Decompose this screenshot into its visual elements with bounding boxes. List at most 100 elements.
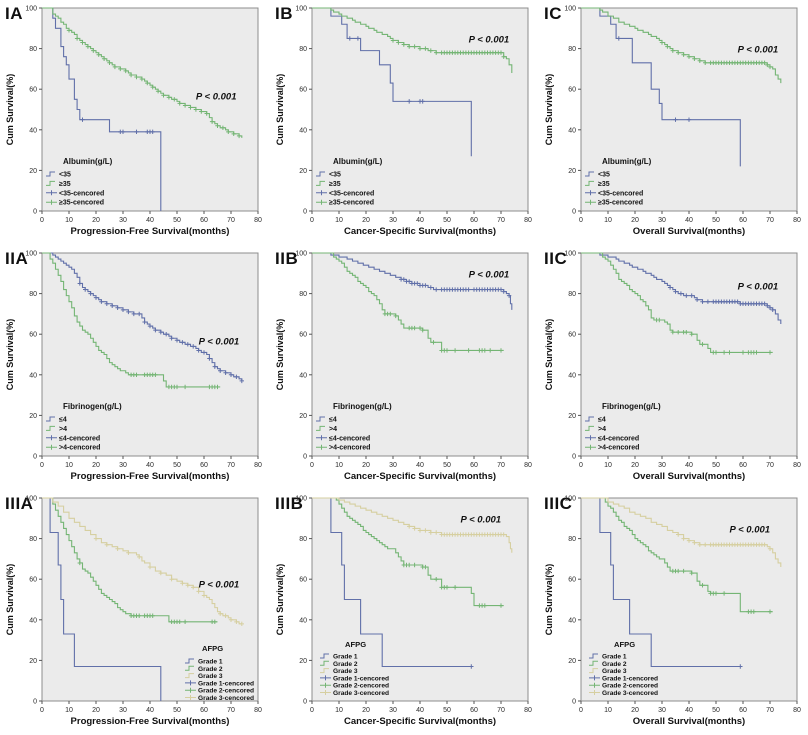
km-curve-blue: [312, 497, 472, 668]
censor-mark: [177, 619, 182, 625]
x-tick-label: 50: [443, 462, 451, 469]
km-panel: IC 0 20 40 60 80 100 0 10 20 30 40 50 60 70 80 Overall …: [539, 0, 808, 245]
legend-censor-marker: [46, 199, 57, 205]
legend-entry-label: Grade 1-cencored: [602, 675, 658, 682]
censor-mark: [676, 50, 681, 55]
y-tick-label: 60: [568, 87, 576, 94]
censor-mark: [134, 74, 139, 80]
y-tick-label: 40: [568, 127, 576, 134]
legend-step-marker: [46, 180, 55, 186]
censor-mark: [155, 89, 161, 94]
censor-mark: [444, 585, 450, 590]
censor-mark: [694, 297, 700, 302]
censor-mark: [665, 44, 670, 49]
x-tick-label: 70: [766, 462, 774, 469]
censor-mark: [754, 350, 759, 355]
legend-censor-marker: [320, 682, 331, 688]
x-tick-label: 80: [793, 462, 801, 469]
legend-step-marker: [46, 416, 55, 422]
censor-mark: [444, 348, 450, 353]
y-tick-label: 100: [25, 496, 37, 503]
censor-mark: [673, 117, 678, 122]
legend-entry-label: ≤4-cencored: [59, 435, 100, 442]
x-tick-label: 30: [389, 217, 397, 224]
censor-mark: [220, 125, 226, 130]
censor-mark: [466, 287, 471, 292]
censor-mark: [713, 350, 719, 355]
censor-mark: [703, 60, 708, 66]
y-tick-label: 60: [568, 332, 576, 339]
censor-mark: [767, 546, 773, 551]
y-tick-label: 0: [572, 699, 576, 706]
censor-mark: [196, 348, 201, 353]
censor-mark: [670, 48, 675, 53]
km-curve-blue: [581, 7, 741, 167]
censor-mark: [201, 350, 207, 355]
censor-mark: [703, 542, 708, 547]
censor-mark: [234, 619, 239, 625]
x-tick-label: 0: [40, 707, 44, 714]
y-tick-label: 60: [568, 577, 576, 584]
x-tick-label: 50: [712, 707, 720, 714]
censor-mark: [158, 570, 163, 576]
legend-step-marker: [320, 653, 329, 659]
legend-entry-label: ≥35-cencored: [59, 200, 104, 207]
censor-mark: [498, 603, 504, 608]
censor-mark: [212, 364, 217, 369]
x-tick-label: 10: [335, 707, 343, 714]
x-tick-label: 10: [335, 462, 343, 469]
x-tick-label: 50: [173, 707, 181, 714]
y-tick-label: 100: [25, 251, 37, 258]
x-tick-label: 20: [631, 462, 639, 469]
y-tick-label: 0: [572, 454, 576, 461]
censor-mark: [228, 372, 234, 377]
censor-mark: [482, 603, 487, 608]
censor-mark: [740, 350, 746, 355]
x-tick-label: 40: [416, 462, 424, 469]
censor-mark: [215, 384, 220, 390]
legend-entry-label: <35-cencored: [329, 190, 374, 197]
censor-mark: [388, 311, 393, 317]
x-tick-label: 30: [389, 462, 397, 469]
y-tick-label: 80: [29, 46, 37, 53]
y-tick-label: 100: [564, 251, 576, 258]
x-tick-label: 70: [227, 462, 235, 469]
legend-censor-marker: [585, 435, 596, 441]
censor-mark: [727, 350, 732, 355]
censor-mark: [412, 562, 417, 568]
x-tick-label: 50: [712, 217, 720, 224]
plot-area: [580, 252, 798, 457]
p-value-annotation: P < 0.001: [196, 91, 237, 102]
legend-censor-marker: [185, 680, 196, 686]
km-chart: 0 20 40 60 80 100 0 10 20 30 40 50 60 70 80 Cancer-Spec…: [275, 6, 532, 238]
x-tick-label: 10: [65, 462, 73, 469]
km-panel: IIA 0 20 40 60 80 100 0 10 20 30 40 50 60 70 80 Progres…: [0, 245, 270, 490]
legend-censor-marker: [589, 690, 600, 695]
legend-censor-marker: [316, 190, 327, 196]
censor-mark: [96, 52, 101, 57]
x-tick-label: 60: [739, 462, 747, 469]
censor-mark: [700, 583, 705, 588]
x-tick-label: 20: [631, 217, 639, 224]
legend-entry-label: ≤4: [329, 417, 337, 424]
legend-censor-marker: [46, 190, 57, 196]
legend-entry-label: ≤4-cencored: [329, 435, 370, 442]
x-tick-label: 70: [497, 462, 505, 469]
x-tick-label: 70: [766, 217, 774, 224]
x-tick-label: 70: [227, 217, 235, 224]
censor-mark: [681, 568, 686, 574]
y-tick-label: 20: [29, 413, 37, 420]
legend-step-marker: [585, 425, 594, 431]
censor-mark: [673, 289, 678, 294]
censor-mark: [670, 329, 675, 335]
censor-mark: [153, 372, 158, 377]
legend-entry-label: ≥35: [329, 181, 341, 188]
y-tick-label: 0: [572, 209, 576, 216]
censor-mark: [234, 374, 239, 380]
censor-mark: [676, 329, 681, 335]
y-tick-label: 80: [568, 536, 576, 543]
legend-entry-label: Grade 1-cencored: [333, 675, 389, 682]
x-tick-label: 0: [40, 462, 44, 469]
censor-mark: [104, 301, 109, 306]
legend-entry-label: ≥35: [598, 181, 610, 188]
